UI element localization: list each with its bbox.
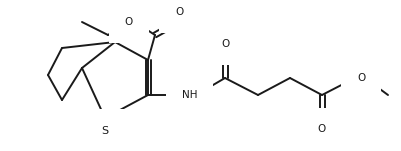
Text: O: O: [221, 39, 229, 49]
Text: NH: NH: [182, 90, 198, 100]
Text: O: O: [175, 7, 183, 17]
Text: O: O: [125, 17, 133, 27]
Text: O: O: [318, 124, 326, 134]
Text: S: S: [101, 126, 109, 136]
Text: O: O: [357, 73, 365, 83]
